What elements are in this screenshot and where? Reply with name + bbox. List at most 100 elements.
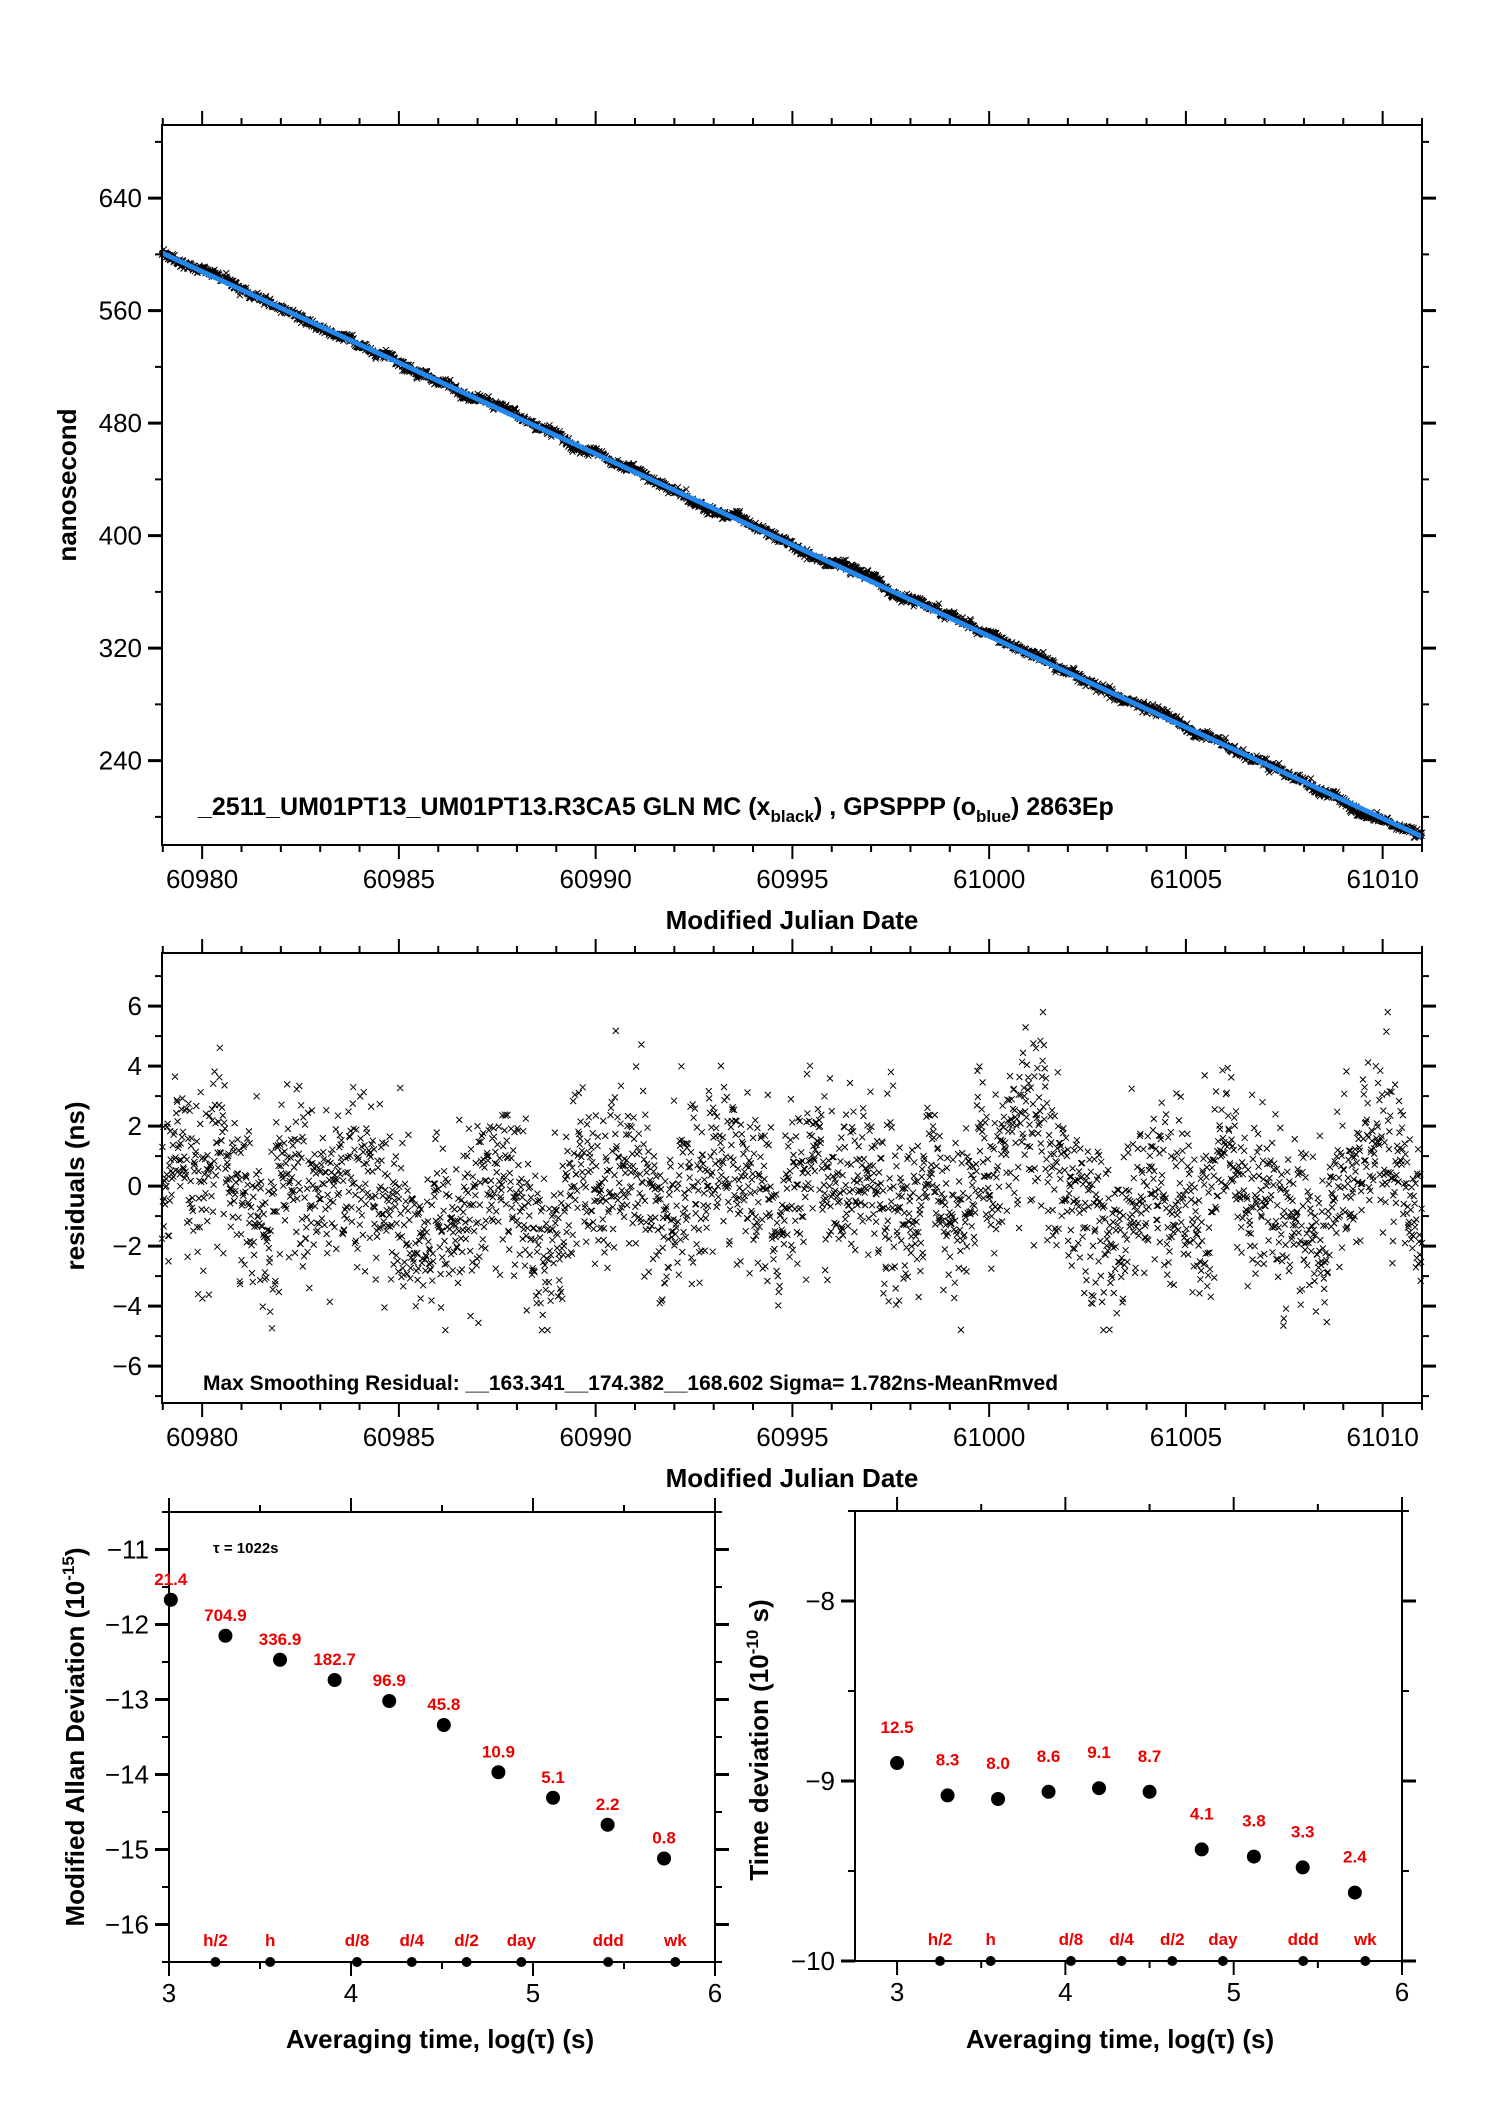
mdev-y-axis-title: Modified Allan Deviation (10-15) bbox=[59, 1548, 90, 1927]
time-marker-dot bbox=[934, 1956, 945, 1966]
data-point-label: 8.0 bbox=[986, 1754, 1010, 1773]
mdev-plot-frame bbox=[168, 1511, 716, 1963]
time-marker-label: wk bbox=[663, 1931, 687, 1950]
data-point-label: 2.4 bbox=[1343, 1848, 1367, 1867]
y-tick-label: −12 bbox=[105, 1610, 149, 1640]
data-point-label: 9.1 bbox=[1087, 1743, 1111, 1762]
time-marker-dot bbox=[1065, 1956, 1076, 1966]
x-tick-label: 61010 bbox=[1346, 864, 1418, 894]
data-point-label: 21.4 bbox=[154, 1570, 188, 1589]
data-point bbox=[1142, 1784, 1157, 1799]
y-tick-label: −6 bbox=[112, 1351, 142, 1381]
phase-marks bbox=[158, 246, 1426, 842]
x-tick-label: 3 bbox=[890, 1977, 904, 2007]
data-point-label: 5.1 bbox=[541, 1768, 565, 1787]
time-marker-label: wk bbox=[1353, 1930, 1377, 1949]
data-point-label: 336.9 bbox=[259, 1630, 302, 1649]
time-marker-label: day bbox=[1208, 1930, 1238, 1949]
x-tick-label: 5 bbox=[526, 1978, 540, 2008]
y-tick-label: 480 bbox=[99, 408, 142, 438]
x-tick-label: 6 bbox=[708, 1978, 722, 2008]
time-marker-dot bbox=[265, 1957, 276, 1967]
data-point bbox=[163, 1592, 178, 1607]
residuals-annotation: Max Smoothing Residual: __163.341__174.3… bbox=[203, 1372, 1058, 1395]
tdev-y-axis-title: Time deviation (10-10 s) bbox=[743, 1599, 774, 1880]
data-point-label: 2.2 bbox=[596, 1795, 620, 1814]
time-marker-dot bbox=[210, 1957, 221, 1967]
y-tick-label: 240 bbox=[99, 746, 142, 776]
phase-plot-frame bbox=[161, 124, 1423, 846]
y-tick-label: 560 bbox=[99, 296, 142, 326]
tdev-plot: 3 4 5 6 −10 −9 −8 12.5 8.3 8.0 8.6 9.1 8.7 4.1 3.8 3.3… bbox=[743, 1497, 1416, 2054]
time-marker-label: d/2 bbox=[454, 1931, 479, 1950]
data-point-label: 96.9 bbox=[373, 1671, 406, 1690]
time-marker-dot bbox=[603, 1957, 614, 1967]
x-tick-label: 60995 bbox=[756, 864, 828, 894]
data-point-label: 0.8 bbox=[652, 1829, 676, 1848]
data-point-label: 12.5 bbox=[881, 1718, 914, 1737]
data-point bbox=[600, 1817, 615, 1832]
time-marker-dot bbox=[1360, 1956, 1371, 1966]
x-tick-label: 61005 bbox=[1150, 864, 1222, 894]
residuals-x-axis-title: Modified Julian Date bbox=[666, 1463, 919, 1493]
time-marker-dot bbox=[1298, 1956, 1309, 1966]
time-marker-dot bbox=[1167, 1956, 1178, 1966]
data-point-label: 8.3 bbox=[936, 1750, 960, 1769]
residual-ticks: 60980 60985 60990 60995 61000 61005 61010 −6 −4 −… bbox=[112, 939, 1436, 1452]
time-marker-label: d/8 bbox=[1059, 1930, 1084, 1949]
data-point bbox=[991, 1792, 1006, 1806]
data-point bbox=[382, 1694, 397, 1708]
residuals-y-axis-title: residuals (ns) bbox=[60, 1101, 90, 1270]
data-point bbox=[940, 1788, 955, 1803]
data-point-label: 10.9 bbox=[482, 1742, 515, 1761]
time-marker-label: h/2 bbox=[928, 1930, 953, 1949]
residuals-plot: 60980 60985 60990 60995 61000 61005 61010 −6 −4 −… bbox=[60, 939, 1436, 1493]
data-point bbox=[890, 1756, 905, 1770]
y-tick-label: −2 bbox=[112, 1231, 142, 1261]
y-tick-label: −15 bbox=[105, 1835, 149, 1865]
x-tick-label: 60990 bbox=[559, 864, 631, 894]
data-point bbox=[1194, 1842, 1209, 1857]
data-point-label: 4.1 bbox=[1190, 1804, 1214, 1823]
x-tick-label: 4 bbox=[1058, 1977, 1072, 2007]
mdev-plot: 3 4 5 6 −16 −15 −14 −13 −12 −11 21.4 704.9 336.9 182… bbox=[59, 1498, 729, 2054]
time-marker-dot bbox=[1217, 1956, 1228, 1966]
time-marker-dot bbox=[406, 1957, 417, 1967]
mdev-x-axis-title: Averaging time, log(τ) (s) bbox=[286, 2024, 594, 2054]
x-tick-label: 60980 bbox=[166, 1422, 238, 1452]
data-point-label: 8.6 bbox=[1037, 1747, 1061, 1766]
data-point-label: 3.3 bbox=[1291, 1822, 1315, 1841]
phase-y-axis-title: nanosecond bbox=[52, 408, 82, 561]
time-marker-dot bbox=[670, 1957, 681, 1967]
y-tick-label: 320 bbox=[99, 633, 142, 663]
data-point bbox=[1092, 1781, 1107, 1796]
tdev-x-axis-title: Averaging time, log(τ) (s) bbox=[966, 2024, 1274, 2054]
y-tick-label: −14 bbox=[105, 1760, 149, 1790]
time-marker-dot bbox=[461, 1957, 472, 1967]
data-point-label: 3.8 bbox=[1242, 1812, 1266, 1831]
data-point bbox=[491, 1765, 506, 1780]
x-tick-label: 60995 bbox=[756, 1422, 828, 1452]
data-point bbox=[218, 1628, 233, 1643]
x-tick-label: 61000 bbox=[953, 1422, 1025, 1452]
data-point-label: 704.9 bbox=[204, 1606, 247, 1625]
x-tick-label: 3 bbox=[162, 1978, 176, 2008]
phase-gpsppp-line bbox=[160, 250, 1424, 839]
time-marker-label: d/4 bbox=[1109, 1930, 1134, 1949]
y-tick-label: 0 bbox=[128, 1171, 142, 1201]
data-point bbox=[657, 1851, 672, 1866]
data-point bbox=[436, 1718, 451, 1732]
time-marker-label: h bbox=[985, 1930, 995, 1949]
phase-plot: 60980 60985 60990 60995 61000 61005 61010 240 32… bbox=[52, 111, 1436, 935]
phase-x-axis-title: Modified Julian Date bbox=[666, 905, 919, 935]
y-tick-label: −16 bbox=[105, 1910, 149, 1940]
time-marker-label: h/2 bbox=[203, 1931, 228, 1950]
time-marker-label: h bbox=[265, 1931, 275, 1950]
data-point bbox=[1246, 1849, 1261, 1864]
time-marker-label: d/4 bbox=[400, 1931, 425, 1950]
data-point-label: 182.7 bbox=[313, 1650, 356, 1669]
y-tick-label: 6 bbox=[128, 991, 142, 1021]
residual-points bbox=[158, 1008, 1426, 1334]
x-tick-label: 61005 bbox=[1150, 1422, 1222, 1452]
y-tick-label: 400 bbox=[99, 521, 142, 551]
